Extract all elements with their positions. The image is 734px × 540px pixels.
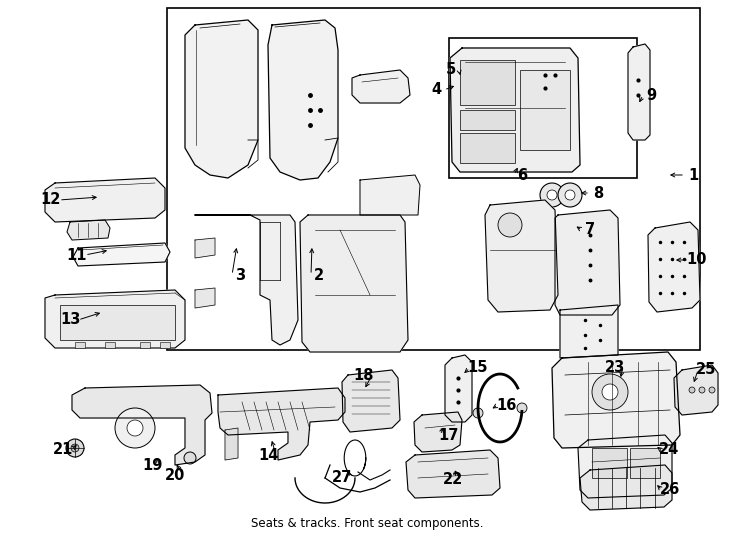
Polygon shape (72, 385, 212, 465)
Bar (140, 342, 150, 348)
Text: 2: 2 (314, 267, 324, 282)
Polygon shape (185, 20, 258, 178)
Circle shape (473, 408, 483, 418)
Circle shape (458, 59, 464, 65)
Circle shape (699, 387, 705, 393)
Bar (449, 38, 637, 178)
Polygon shape (73, 243, 170, 266)
Text: 7: 7 (585, 222, 595, 238)
Circle shape (558, 183, 582, 207)
Bar (460, 110, 515, 130)
Bar (592, 448, 627, 478)
Text: 19: 19 (142, 457, 162, 472)
Text: 25: 25 (696, 362, 716, 377)
Text: 20: 20 (165, 468, 185, 483)
Text: 15: 15 (468, 361, 488, 375)
Circle shape (689, 387, 695, 393)
Polygon shape (450, 48, 580, 172)
Polygon shape (45, 178, 165, 222)
Circle shape (602, 384, 618, 400)
Polygon shape (648, 222, 700, 312)
Bar (630, 448, 660, 478)
Polygon shape (406, 450, 500, 498)
Polygon shape (45, 290, 185, 348)
Text: 1: 1 (688, 167, 698, 183)
Polygon shape (580, 465, 672, 510)
Bar (460, 60, 515, 105)
Polygon shape (485, 200, 558, 312)
Polygon shape (560, 305, 618, 358)
Circle shape (115, 408, 155, 448)
Text: 17: 17 (437, 428, 458, 442)
Circle shape (454, 55, 468, 69)
Bar (160, 342, 170, 348)
Circle shape (71, 444, 79, 452)
Text: 8: 8 (593, 186, 603, 200)
Text: 24: 24 (659, 442, 679, 457)
Text: 14: 14 (258, 448, 278, 462)
Text: 21: 21 (53, 442, 73, 457)
Polygon shape (445, 355, 472, 422)
Text: 26: 26 (660, 483, 680, 497)
Bar (75, 342, 85, 348)
Polygon shape (225, 428, 238, 460)
Text: 13: 13 (59, 313, 80, 327)
Text: 27: 27 (332, 470, 352, 485)
Circle shape (565, 190, 575, 200)
Polygon shape (195, 215, 298, 345)
Circle shape (127, 420, 143, 436)
Polygon shape (414, 412, 462, 452)
Text: 23: 23 (605, 360, 625, 375)
Bar (460, 133, 515, 163)
Text: 4: 4 (431, 83, 441, 98)
Text: 16: 16 (495, 397, 516, 413)
Polygon shape (195, 238, 215, 258)
Text: 9: 9 (646, 87, 656, 103)
Text: 5: 5 (446, 63, 456, 78)
Polygon shape (352, 70, 410, 103)
Circle shape (517, 403, 527, 413)
Polygon shape (268, 20, 338, 180)
Circle shape (498, 213, 522, 237)
Circle shape (540, 183, 564, 207)
Polygon shape (300, 215, 408, 352)
Text: 10: 10 (687, 253, 708, 267)
Circle shape (547, 190, 557, 200)
Text: 12: 12 (41, 192, 61, 207)
Text: Seats & tracks. Front seat components.: Seats & tracks. Front seat components. (251, 517, 483, 530)
Bar (60, 305, 175, 340)
Polygon shape (578, 435, 672, 498)
Text: 22: 22 (443, 472, 463, 488)
Circle shape (184, 452, 196, 464)
Polygon shape (67, 220, 110, 240)
Circle shape (66, 439, 84, 457)
Polygon shape (552, 352, 680, 448)
Polygon shape (674, 365, 718, 415)
Polygon shape (218, 388, 345, 460)
Circle shape (592, 374, 628, 410)
Text: 6: 6 (517, 167, 527, 183)
Text: 11: 11 (67, 247, 87, 262)
Polygon shape (555, 210, 620, 315)
Text: 3: 3 (235, 267, 245, 282)
Polygon shape (195, 288, 215, 308)
Bar (520, 70, 570, 150)
Circle shape (709, 387, 715, 393)
Polygon shape (342, 370, 400, 432)
Bar (105, 342, 115, 348)
Bar (167, 8, 700, 350)
Text: 18: 18 (354, 368, 374, 382)
Polygon shape (360, 175, 420, 215)
Polygon shape (628, 44, 650, 140)
